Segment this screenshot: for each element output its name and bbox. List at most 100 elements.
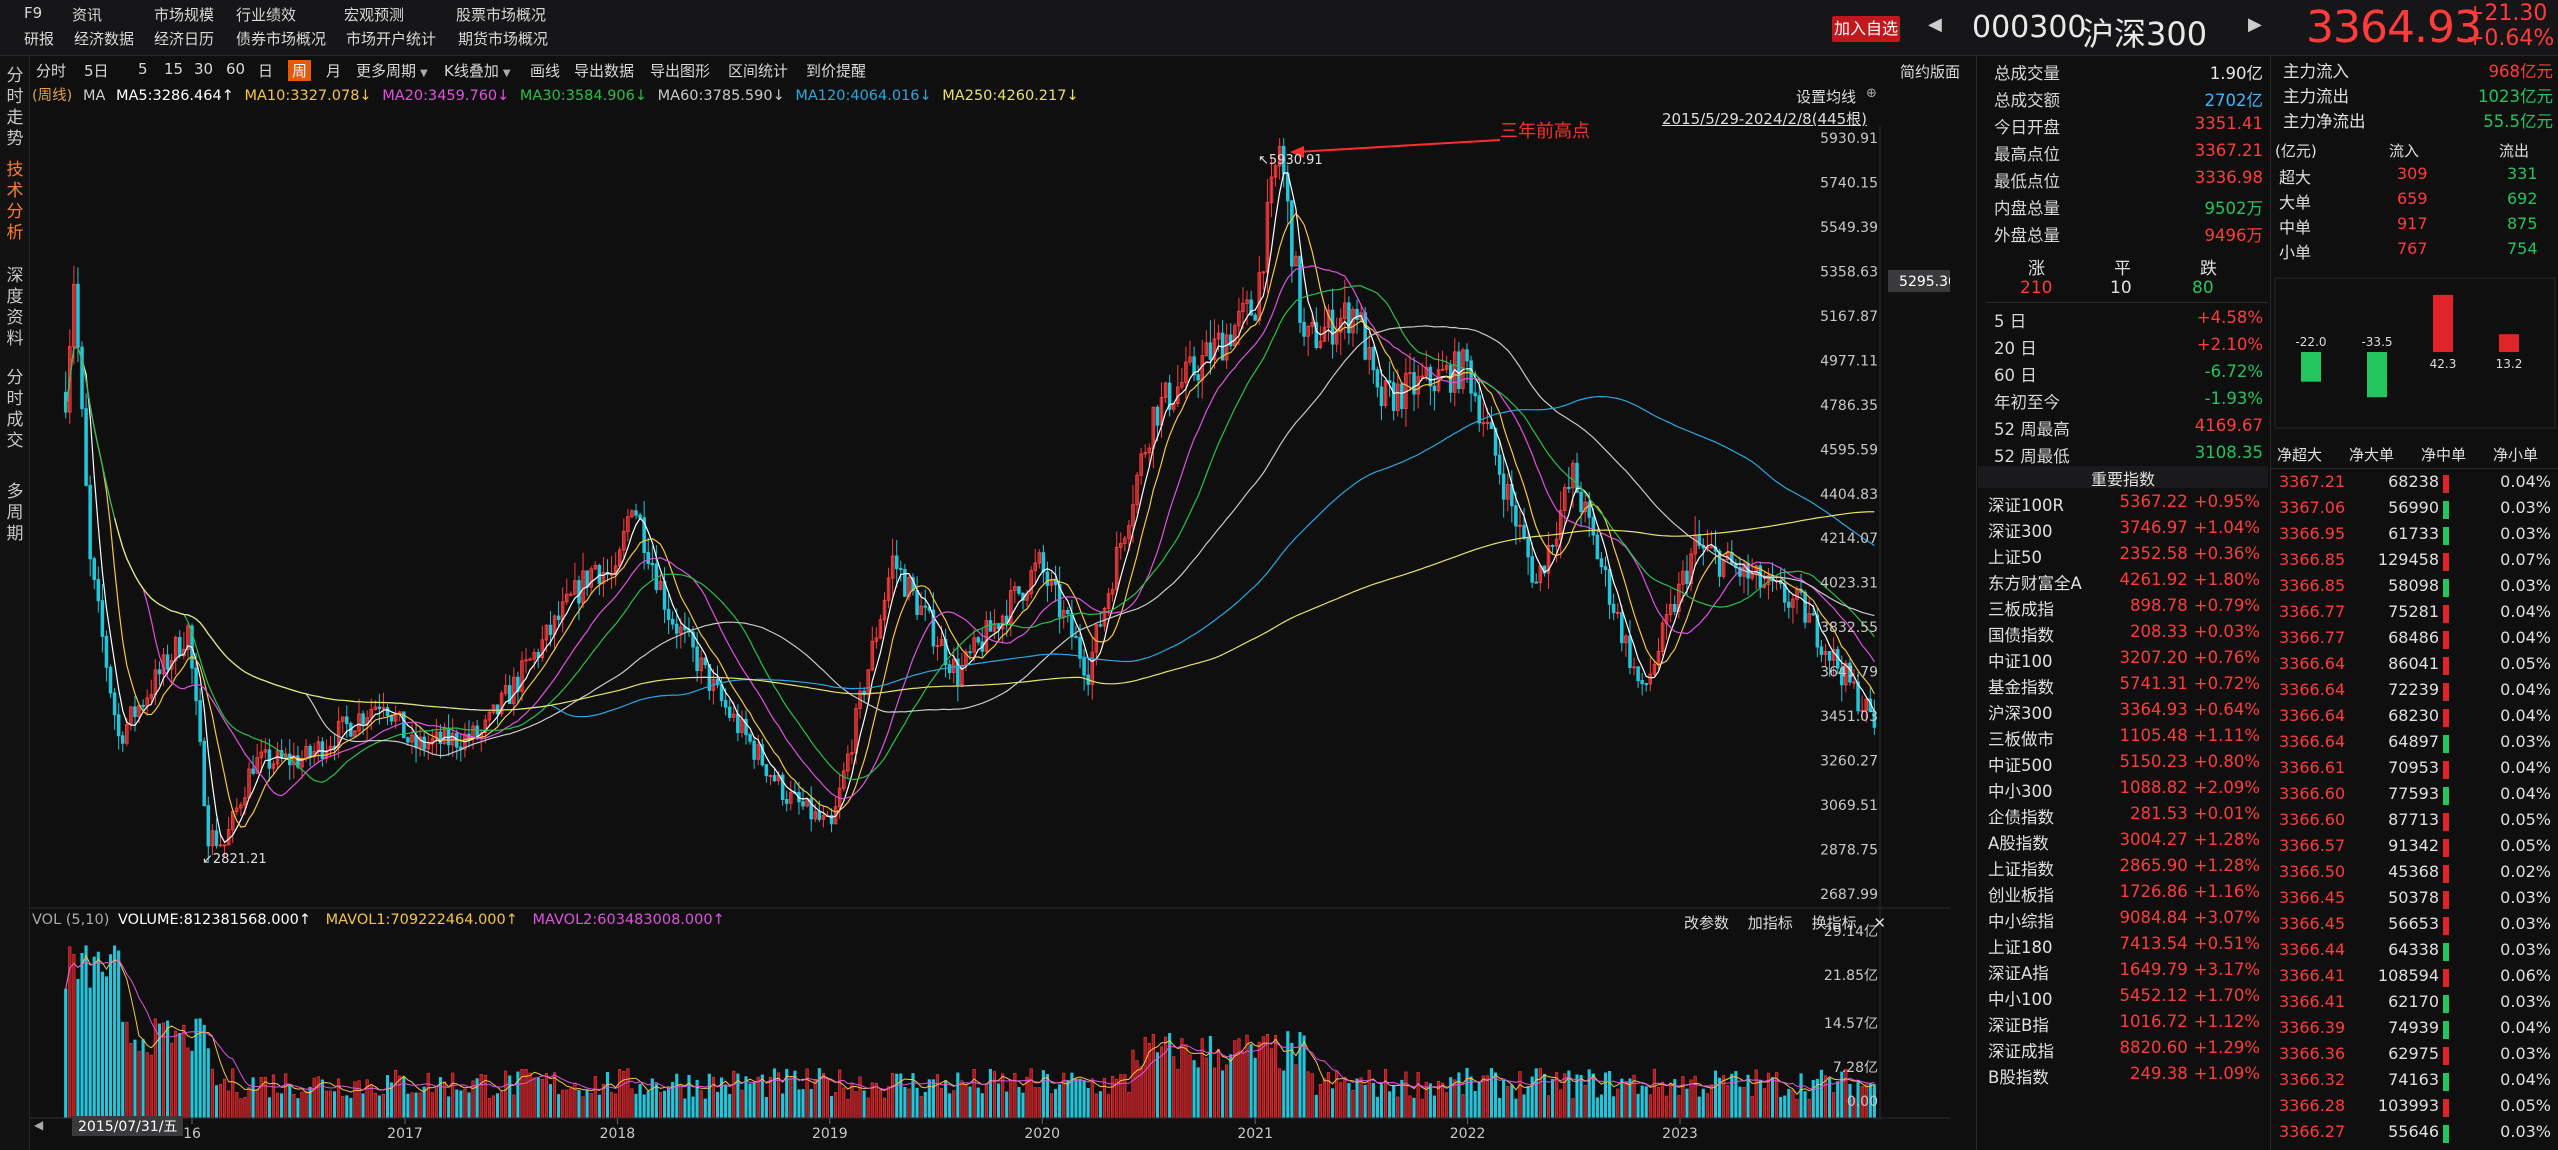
toolbar-item[interactable]: 5 <box>138 60 148 78</box>
top-menu-item[interactable]: 股票市场概况 <box>456 6 547 24</box>
index-change: +1.28% <box>2193 830 2260 849</box>
index-row[interactable]: 中证100 3207.20 +0.76% <box>1988 648 2266 674</box>
volume-bar <box>1351 1089 1355 1119</box>
top-menu-item[interactable]: 宏观预测 <box>344 6 405 24</box>
top-menu-item[interactable]: 市场规模 <box>154 6 215 24</box>
candle <box>1180 381 1184 388</box>
prev-security-icon[interactable]: ◀ <box>1928 14 1942 35</box>
quote-row: 总成交量 1.90亿 <box>1986 60 2271 86</box>
index-row[interactable]: 深证300 3746.97 +1.04% <box>1988 518 2266 544</box>
tick-price: 3366.39 <box>2279 1018 2346 1037</box>
toolbar-item[interactable]: 分时 <box>36 60 66 81</box>
index-row[interactable]: 三板成指 898.78 +0.79% <box>1988 596 2266 622</box>
toolbar-item[interactable]: 更多周期 ▼ <box>356 60 428 81</box>
simple-layout-button[interactable]: 简约版面 <box>1900 63 1961 81</box>
add-watchlist-button[interactable]: 加入自选 <box>1832 16 1900 42</box>
ma-label[interactable]: MA <box>82 88 106 104</box>
toolbar-item[interactable]: 导出图形 <box>650 60 710 81</box>
index-name: 深证100R <box>1988 496 2064 515</box>
toolbar-item[interactable]: 导出数据 <box>574 60 634 81</box>
index-row[interactable]: 深证成指 8820.60 +1.29% <box>1988 1038 2266 1064</box>
switch-indicator-button[interactable]: 换指标 <box>1811 914 1857 932</box>
index-row[interactable]: 三板做市 1105.48 +1.11% <box>1988 726 2266 752</box>
next-security-icon[interactable]: ▶ <box>2248 14 2262 35</box>
top-menu-item[interactable]: 行业绩效 <box>236 6 297 24</box>
volume-bar <box>1636 1093 1640 1119</box>
volume-bar <box>605 1072 610 1119</box>
toolbar-item[interactable]: 区间统计 <box>728 60 788 81</box>
candle <box>1571 462 1575 489</box>
index-row[interactable]: 中小100 5452.12 +1.70% <box>1988 986 2266 1012</box>
candle <box>1717 550 1722 577</box>
toolbar-item[interactable]: 15 <box>164 60 183 78</box>
index-row[interactable]: A股指数 3004.27 +1.28% <box>1988 830 2266 856</box>
candle <box>1294 255 1298 267</box>
top-menu-item[interactable]: 经济日历 <box>154 30 215 48</box>
toolbar-item[interactable]: 60 <box>226 60 245 78</box>
toolbar-item[interactable]: 到价提醒 <box>806 60 866 81</box>
index-row[interactable]: 深证100R 5367.22 +0.95% <box>1988 492 2266 518</box>
volume-bar <box>296 1098 300 1119</box>
left-tab[interactable]: 技术分析 <box>6 160 24 243</box>
toolbar-item[interactable]: 画线 <box>530 60 560 81</box>
index-row[interactable]: 上证指数 2865.90 +1.28% <box>1988 856 2266 882</box>
candle <box>1457 351 1461 390</box>
vol-label[interactable]: VOL (5,10) <box>32 912 110 928</box>
pin-icon[interactable]: ⊕ <box>1866 86 1877 101</box>
set-ma-button[interactable]: 设置均线 <box>1796 88 1857 106</box>
index-row[interactable]: 中小300 1088.82 +2.09% <box>1988 778 2266 804</box>
index-row[interactable]: 企债指数 281.53 +0.01% <box>1988 804 2266 830</box>
candle <box>1807 613 1811 623</box>
top-menu-item[interactable]: 市场开户统计 <box>346 30 437 48</box>
index-row[interactable]: 东方财富全A 4261.92 +1.80% <box>1988 570 2266 596</box>
tick-pct: 0.03% <box>2500 576 2551 595</box>
top-menu-item[interactable]: 期货市场概况 <box>458 30 549 48</box>
left-tab[interactable]: 多周期 <box>6 482 24 544</box>
toolbar-item[interactable]: 30 <box>194 60 213 78</box>
toolbar-item[interactable]: 5日 <box>84 60 109 81</box>
top-menu-item[interactable]: 债券市场概况 <box>236 30 327 48</box>
candle <box>1041 552 1046 573</box>
top-menu-item[interactable]: 资讯 <box>72 6 103 24</box>
top-menu-item[interactable]: 经济数据 <box>74 30 135 48</box>
toolbar-item[interactable]: K线叠加 ▼ <box>444 60 511 81</box>
volume-bar <box>850 1083 854 1119</box>
close-icon[interactable]: ✕ <box>1873 914 1886 932</box>
index-change: +1.11% <box>2193 726 2260 745</box>
index-row[interactable]: 沪深300 3364.93 +0.64% <box>1988 700 2266 726</box>
index-row[interactable]: 创业板指 1726.86 +1.16% <box>1988 882 2266 908</box>
volume-bar <box>838 1069 842 1119</box>
index-name: 上证180 <box>1988 938 2053 957</box>
index-row[interactable]: 中小综指 9084.84 +3.07% <box>1988 908 2266 934</box>
candle <box>1196 374 1200 381</box>
kline-chart[interactable]: 5930.91 5740.15 5549.39 5358.63 5167.87 4977.… <box>0 0 1950 1150</box>
index-row[interactable]: 中证500 5150.23 +0.80% <box>1988 752 2266 778</box>
add-indicator-button[interactable]: 加指标 <box>1747 914 1793 932</box>
left-tab[interactable]: 深度资料 <box>6 266 24 349</box>
index-row[interactable]: 国债指数 208.33 +0.03% <box>1988 622 2266 648</box>
top-menu-item[interactable]: 研报 <box>24 30 55 48</box>
toolbar-item[interactable]: 月 <box>326 60 341 81</box>
volume-bar <box>658 1092 663 1119</box>
left-tab[interactable]: 分时走势 <box>6 66 24 149</box>
top-menu-item[interactable]: F9 <box>24 4 43 22</box>
index-row[interactable]: 深证A指 1649.79 +3.17% <box>1988 960 2266 986</box>
index-values: 5452.12 +1.70% <box>2120 986 2260 1005</box>
candle <box>1607 569 1612 605</box>
toolbar-item[interactable]: 日 <box>258 60 273 81</box>
scroll-left-icon[interactable]: ◀ <box>34 1118 44 1132</box>
index-row[interactable]: 基金指数 5741.31 +0.72% <box>1988 674 2266 700</box>
candle <box>1750 573 1754 579</box>
index-row[interactable]: 上证50 2352.58 +0.36% <box>1988 544 2266 570</box>
edit-params-button[interactable]: 改参数 <box>1684 914 1730 932</box>
index-change: +3.17% <box>2193 960 2260 979</box>
volume-bar <box>618 1069 622 1119</box>
index-row[interactable]: 深证B指 1016.72 +1.12% <box>1988 1012 2266 1038</box>
volume-bar <box>854 1091 858 1119</box>
candle <box>809 798 813 820</box>
toolbar-item[interactable]: 周 <box>288 60 312 81</box>
left-tab[interactable]: 分时成交 <box>6 368 24 451</box>
index-row[interactable]: 上证180 7413.54 +0.51% <box>1988 934 2266 960</box>
volume-bar <box>772 1068 777 1119</box>
index-row[interactable]: B股指数 249.38 +1.09% <box>1988 1064 2266 1090</box>
